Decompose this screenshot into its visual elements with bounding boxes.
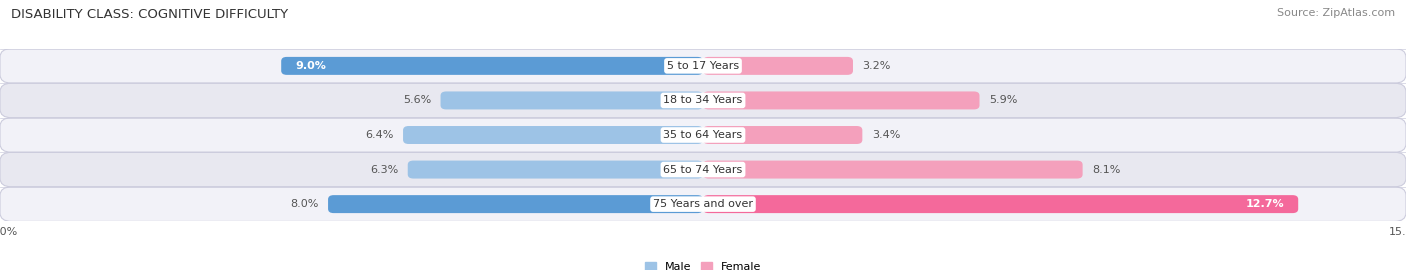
FancyBboxPatch shape xyxy=(703,195,1298,213)
FancyBboxPatch shape xyxy=(0,118,1406,152)
Text: 5.9%: 5.9% xyxy=(988,95,1018,106)
FancyBboxPatch shape xyxy=(328,195,703,213)
FancyBboxPatch shape xyxy=(703,126,862,144)
FancyBboxPatch shape xyxy=(0,152,1406,187)
Text: 6.3%: 6.3% xyxy=(370,164,398,175)
Text: 3.2%: 3.2% xyxy=(862,61,891,71)
FancyBboxPatch shape xyxy=(281,57,703,75)
Text: 65 to 74 Years: 65 to 74 Years xyxy=(664,164,742,175)
Text: 6.4%: 6.4% xyxy=(366,130,394,140)
FancyBboxPatch shape xyxy=(703,57,853,75)
FancyBboxPatch shape xyxy=(408,161,703,178)
FancyBboxPatch shape xyxy=(0,49,1406,83)
Text: 5 to 17 Years: 5 to 17 Years xyxy=(666,61,740,71)
Text: 9.0%: 9.0% xyxy=(295,61,326,71)
Text: 3.4%: 3.4% xyxy=(872,130,900,140)
FancyBboxPatch shape xyxy=(703,161,1083,178)
Text: 18 to 34 Years: 18 to 34 Years xyxy=(664,95,742,106)
Text: Source: ZipAtlas.com: Source: ZipAtlas.com xyxy=(1277,8,1395,18)
Text: 35 to 64 Years: 35 to 64 Years xyxy=(664,130,742,140)
Text: 5.6%: 5.6% xyxy=(404,95,432,106)
Legend: Male, Female: Male, Female xyxy=(641,257,765,270)
FancyBboxPatch shape xyxy=(703,92,980,109)
Text: 8.0%: 8.0% xyxy=(290,199,319,209)
FancyBboxPatch shape xyxy=(0,187,1406,221)
FancyBboxPatch shape xyxy=(0,83,1406,118)
FancyBboxPatch shape xyxy=(440,92,703,109)
Text: 8.1%: 8.1% xyxy=(1092,164,1121,175)
Text: DISABILITY CLASS: COGNITIVE DIFFICULTY: DISABILITY CLASS: COGNITIVE DIFFICULTY xyxy=(11,8,288,21)
Text: 75 Years and over: 75 Years and over xyxy=(652,199,754,209)
FancyBboxPatch shape xyxy=(404,126,703,144)
Text: 12.7%: 12.7% xyxy=(1246,199,1284,209)
